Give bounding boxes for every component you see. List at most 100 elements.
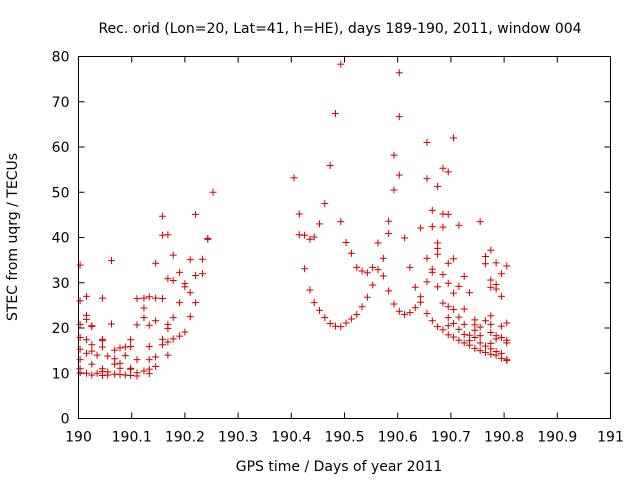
data-point bbox=[140, 294, 148, 302]
data-point bbox=[411, 283, 419, 291]
data-point bbox=[192, 272, 200, 280]
data-point bbox=[455, 282, 463, 290]
data-point bbox=[116, 344, 124, 352]
data-point bbox=[492, 285, 500, 293]
x-tick-label: 190.2 bbox=[165, 430, 205, 446]
data-point bbox=[127, 365, 135, 373]
data-point bbox=[76, 345, 84, 353]
data-point bbox=[107, 320, 115, 328]
data-point bbox=[444, 168, 452, 176]
data-point bbox=[169, 335, 177, 343]
data-point bbox=[176, 299, 184, 307]
data-point bbox=[390, 151, 398, 159]
y-axis: 0 10 20 30 40 50 60 70 80 bbox=[52, 50, 611, 428]
x-tick-label: 190.4 bbox=[271, 430, 311, 446]
y-tick-label: 80 bbox=[52, 50, 70, 66]
data-point bbox=[104, 371, 112, 379]
data-point bbox=[353, 263, 361, 271]
data-point bbox=[476, 218, 484, 226]
data-point bbox=[434, 244, 442, 252]
data-point bbox=[497, 322, 505, 330]
data-point bbox=[186, 313, 194, 321]
data-point bbox=[133, 295, 141, 303]
data-point bbox=[444, 303, 452, 311]
data-point bbox=[450, 255, 458, 263]
data-point bbox=[450, 305, 458, 313]
data-point bbox=[127, 343, 135, 351]
data-point bbox=[331, 110, 339, 118]
data-point bbox=[503, 339, 511, 347]
data-point bbox=[385, 229, 393, 237]
y-tick-label: 30 bbox=[52, 276, 70, 292]
y-axis-label: STEC from uqrg / TECUs bbox=[5, 153, 21, 321]
data-point bbox=[176, 268, 184, 276]
data-point bbox=[358, 303, 366, 311]
data-point bbox=[133, 372, 141, 380]
data-point bbox=[98, 294, 106, 302]
data-point bbox=[347, 249, 355, 257]
data-point bbox=[439, 299, 447, 307]
data-point bbox=[497, 334, 505, 342]
data-point bbox=[460, 320, 468, 328]
data-point bbox=[390, 300, 398, 308]
data-point bbox=[476, 332, 484, 340]
data-point bbox=[369, 281, 377, 289]
data-point bbox=[169, 314, 177, 322]
data-point bbox=[204, 235, 212, 243]
data-point bbox=[460, 305, 468, 313]
data-point bbox=[476, 323, 484, 331]
data-point bbox=[385, 287, 393, 295]
x-tick-label: 190 bbox=[65, 430, 92, 446]
data-point bbox=[159, 212, 167, 220]
data-point bbox=[444, 259, 452, 267]
x-tick-label: 190.5 bbox=[324, 430, 364, 446]
data-point bbox=[93, 369, 101, 377]
data-point bbox=[487, 350, 495, 358]
data-point bbox=[88, 347, 96, 355]
data-point bbox=[460, 330, 468, 338]
y-tick-label: 50 bbox=[52, 185, 70, 201]
data-point bbox=[315, 220, 323, 228]
data-point bbox=[423, 278, 431, 286]
data-point bbox=[444, 314, 452, 322]
data-point bbox=[369, 263, 377, 271]
data-point bbox=[411, 304, 419, 312]
data-point bbox=[76, 369, 84, 377]
data-point bbox=[492, 335, 500, 343]
data-point bbox=[159, 295, 167, 303]
data-point bbox=[487, 312, 495, 320]
data-point bbox=[152, 353, 160, 361]
data-point bbox=[145, 370, 153, 378]
data-point bbox=[401, 310, 409, 318]
data-point bbox=[88, 360, 96, 368]
y-tick-label: 10 bbox=[52, 366, 70, 382]
data-point bbox=[455, 325, 463, 333]
x-tick-label: 191 bbox=[597, 430, 624, 446]
data-point bbox=[439, 164, 447, 172]
data-point bbox=[487, 276, 495, 284]
x-tick-label: 190.1 bbox=[112, 430, 152, 446]
data-point bbox=[374, 239, 382, 247]
data-point bbox=[455, 336, 463, 344]
data-point bbox=[186, 256, 194, 264]
data-point bbox=[127, 336, 135, 344]
data-point bbox=[503, 262, 511, 270]
plot-frame bbox=[78, 56, 611, 419]
data-point bbox=[434, 283, 442, 291]
data-point bbox=[107, 257, 115, 265]
data-point bbox=[127, 372, 135, 380]
data-point bbox=[88, 341, 96, 349]
data-point bbox=[417, 298, 425, 306]
data-point bbox=[439, 223, 447, 231]
data-point bbox=[88, 371, 96, 379]
data-point bbox=[176, 332, 184, 340]
data-point bbox=[406, 263, 414, 271]
data-point bbox=[145, 293, 153, 301]
data-point bbox=[164, 351, 172, 359]
data-point bbox=[310, 233, 318, 241]
x-tick-label: 190.7 bbox=[431, 430, 471, 446]
data-point bbox=[481, 348, 489, 356]
data-point bbox=[159, 341, 167, 349]
data-point bbox=[93, 351, 101, 359]
